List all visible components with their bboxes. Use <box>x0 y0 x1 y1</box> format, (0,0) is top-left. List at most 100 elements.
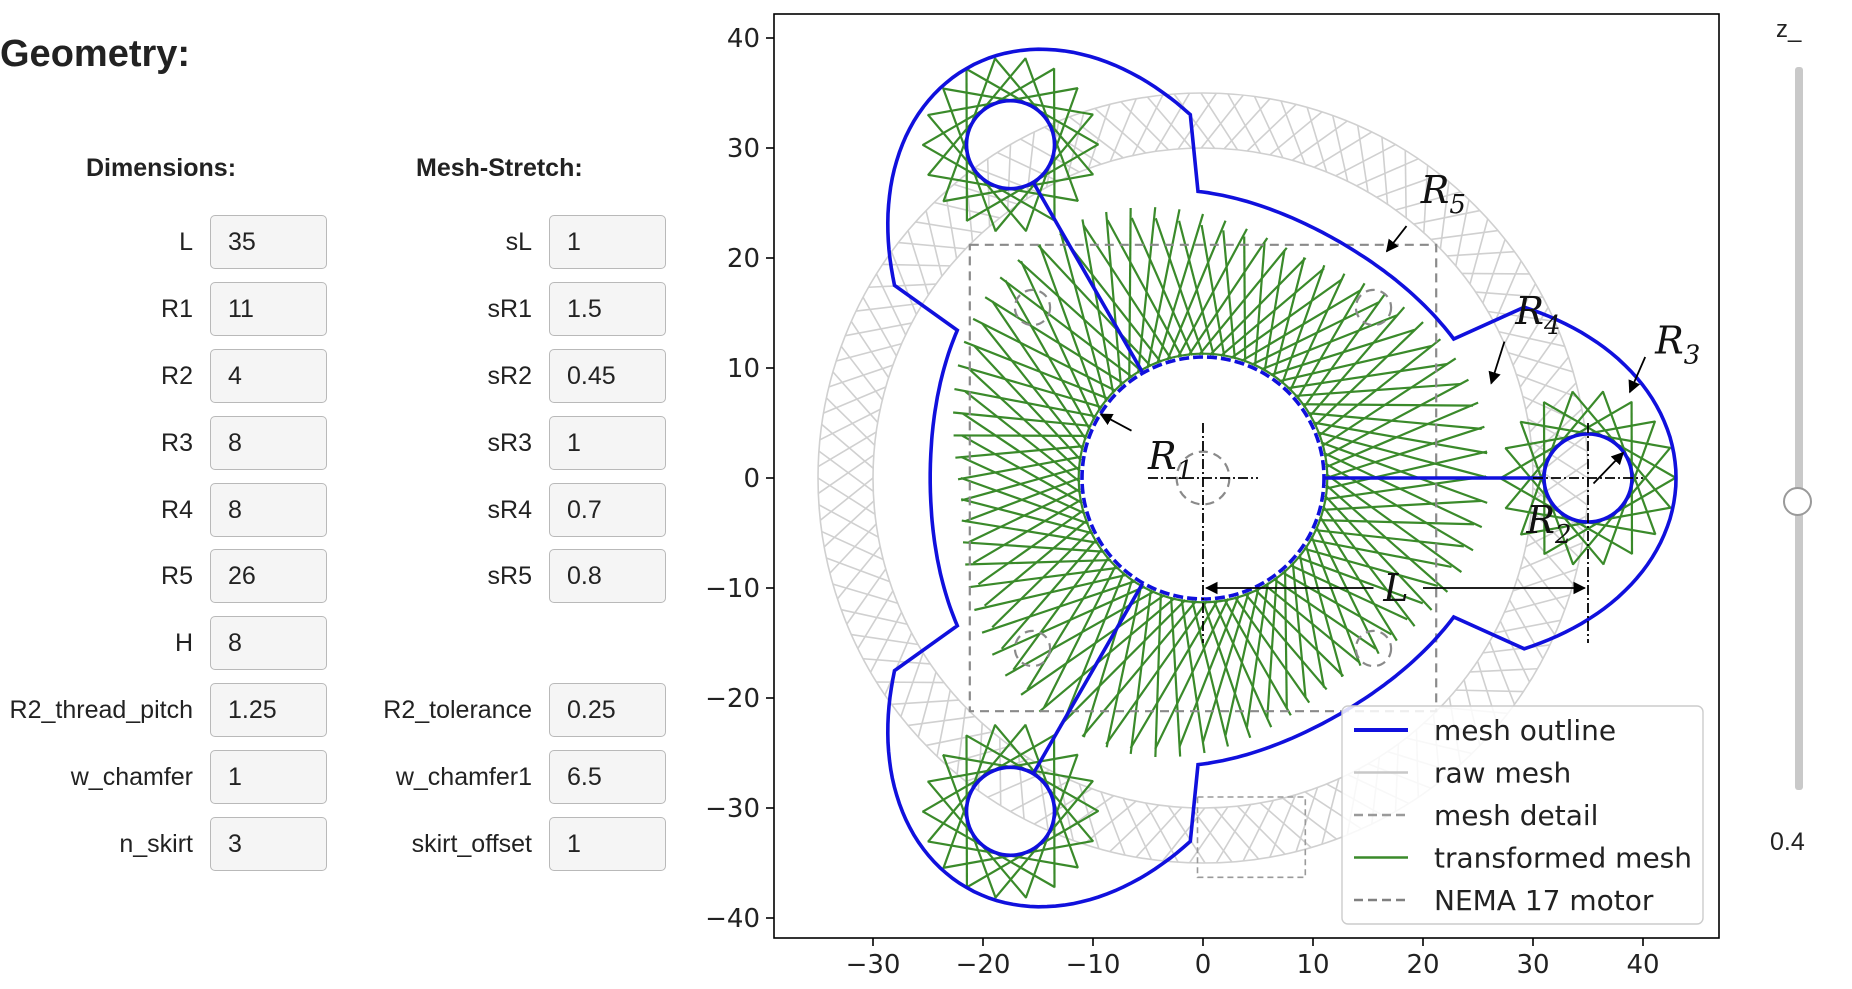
x-tick-label: −20 <box>956 950 1011 980</box>
mesh-strut <box>991 300 1087 441</box>
y-tick-label: −30 <box>705 794 760 824</box>
r5-arrow <box>1385 225 1408 253</box>
z-slider-handle[interactable] <box>1783 487 1812 516</box>
sr3-input[interactable] <box>549 416 666 470</box>
field-label: R2_tolerance <box>383 696 532 724</box>
mesh-strut <box>1004 279 1091 430</box>
mesh-strut <box>960 498 1094 535</box>
l-input[interactable] <box>210 215 327 269</box>
h-input[interactable] <box>210 616 327 670</box>
sr1-input[interactable] <box>549 282 666 336</box>
legend-label: transformed mesh <box>1434 842 1692 875</box>
raw-mesh-strut <box>900 652 924 717</box>
r3-input[interactable] <box>210 416 327 470</box>
raw-mesh-strut <box>823 386 887 414</box>
mesh-strut <box>1294 382 1462 398</box>
spoke <box>1030 180 1145 374</box>
y-tick-label: 0 <box>743 464 760 494</box>
raw-mesh-strut <box>1227 93 1262 154</box>
raw-mesh-strut <box>1100 791 1126 856</box>
field-row: L <box>0 215 193 269</box>
mesh-strut <box>999 276 1133 378</box>
field-row: R5 <box>0 549 193 603</box>
raw-mesh-strut <box>1455 199 1470 267</box>
raw-mesh-strut <box>1200 92 1239 151</box>
r2-tolerance-input[interactable] <box>549 683 666 737</box>
field-row: sR5 <box>0 549 532 603</box>
sl-input[interactable] <box>549 215 666 269</box>
raw-mesh-strut <box>1167 805 1206 864</box>
raw-mesh-strut <box>823 500 875 548</box>
mesh-strut <box>962 541 1105 553</box>
raw-mesh-strut <box>1068 116 1124 159</box>
mesh-strut <box>1038 597 1176 713</box>
mesh-strut <box>1308 306 1406 418</box>
mesh-strut <box>1283 569 1288 709</box>
raw-mesh-strut <box>956 707 967 775</box>
raw-mesh-strut <box>1037 763 1050 831</box>
mesh-strut <box>1201 600 1252 739</box>
legend-box <box>1341 705 1704 925</box>
raw-mesh-strut <box>857 590 894 650</box>
r5-input[interactable] <box>210 549 327 603</box>
mesh-strut <box>1266 576 1278 719</box>
sr4-input[interactable] <box>549 483 666 537</box>
mesh-strut <box>1154 598 1230 750</box>
r4-input[interactable] <box>210 483 327 537</box>
mesh-strut <box>1323 378 1469 458</box>
mesh-strut <box>1325 473 1463 573</box>
raw-mesh-strut <box>1381 137 1389 205</box>
raw-mesh-strut <box>1469 667 1538 673</box>
r2-arrow <box>1592 451 1625 485</box>
mesh-strut <box>1129 599 1219 749</box>
mesh-strut <box>1325 450 1488 490</box>
mesh-strut <box>1130 217 1194 356</box>
legend-label: raw mesh <box>1434 757 1571 790</box>
mesh-detail-box <box>1196 796 1307 879</box>
x-tick-label: 0 <box>1195 950 1212 980</box>
w-chamfer-input[interactable] <box>210 750 327 804</box>
y-tick-label: −10 <box>705 574 760 604</box>
field-row: sR1 <box>0 282 532 336</box>
raw-mesh-strut <box>817 454 875 495</box>
field-row: H <box>0 616 193 670</box>
mesh-strut <box>1058 230 1108 403</box>
field-label: sL <box>505 228 532 256</box>
w-chamfer1-input[interactable] <box>549 750 666 804</box>
raw-mesh-strut <box>1356 125 1369 193</box>
field-label: sR2 <box>487 362 532 390</box>
skirt-offset-input[interactable] <box>549 817 666 871</box>
mesh-strut <box>1156 213 1205 364</box>
n-skirt-input[interactable] <box>210 817 327 871</box>
mesh-strut <box>1304 545 1344 678</box>
raw-mesh-strut <box>1482 644 1551 654</box>
mesh-strut <box>1059 599 1187 727</box>
mesh-strut <box>968 566 1119 589</box>
field-row: R2_tolerance <box>0 683 532 737</box>
raw-mesh-strut <box>817 431 877 468</box>
axes-frame <box>773 13 1720 939</box>
raw-mesh-strut <box>884 632 913 696</box>
mesh-strut <box>1307 412 1482 430</box>
sr2-input[interactable] <box>549 349 666 403</box>
raw-mesh-strut <box>1331 115 1349 182</box>
mesh-strut <box>1154 593 1162 758</box>
field-row: skirt_offset <box>0 817 532 871</box>
mesh-strut <box>1201 592 1250 743</box>
nema-hole <box>1013 288 1052 327</box>
raw-mesh-strut <box>1531 461 1589 502</box>
raw-mesh-strut <box>1455 689 1524 693</box>
mesh-strut <box>1106 219 1183 358</box>
r2-thread-pitch-input[interactable] <box>210 683 327 737</box>
nema-hole <box>1354 288 1393 327</box>
mesh-strut <box>991 585 1146 656</box>
r1-input[interactable] <box>210 282 327 336</box>
z-slider-track[interactable] <box>1795 67 1803 790</box>
raw-mesh-strut <box>819 477 874 521</box>
r2-input[interactable] <box>210 349 327 403</box>
y-tick-label: −40 <box>705 904 760 934</box>
mesh-strut <box>1309 538 1452 569</box>
field-label: skirt_offset <box>411 830 532 858</box>
field-row: R2_thread_pitch <box>0 683 193 737</box>
sr5-input[interactable] <box>549 549 666 603</box>
